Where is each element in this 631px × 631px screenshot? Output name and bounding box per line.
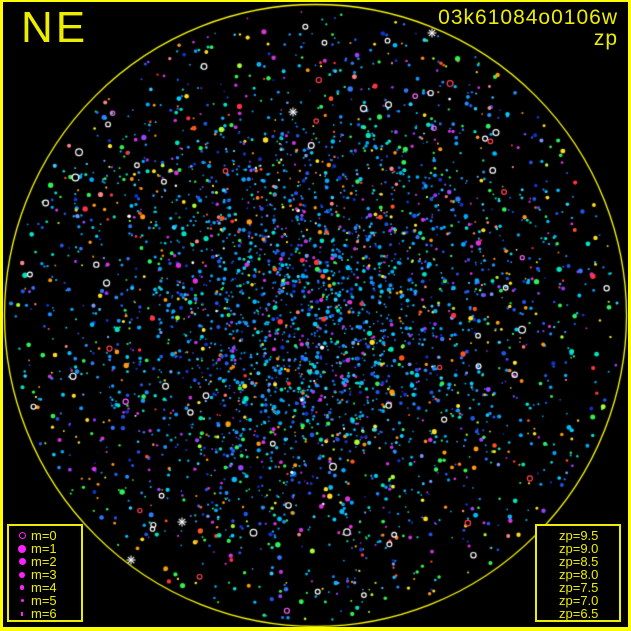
legend-label: zp=6.5	[559, 606, 599, 621]
zeropoint-legend: zp=9.5 zp=9.0 zp=8.5 zp=8.0 zp=7.5 zp=7.0 zp=6…	[535, 524, 621, 622]
legend-item-zp-9-5: zp=9.5	[541, 529, 619, 542]
legend-item-zp-9-0: zp=9.0	[541, 542, 619, 555]
magnitude-legend: m=0 m=1 m=2 m=3 m=4 m=5 m=6	[7, 524, 83, 622]
legend-label: zp=9.0	[559, 541, 599, 556]
dot-marker-icon	[13, 544, 31, 553]
legend-label: zp=8.0	[559, 567, 599, 582]
legend-label: zp=9.5	[559, 528, 599, 543]
legend-label: m=3	[31, 567, 57, 582]
legend-item-zp-8-5: zp=8.5	[541, 555, 619, 568]
legend-item-zp-7-5: zp=7.5	[541, 581, 619, 594]
legend-item-zp-6-5: zp=6.5	[541, 607, 619, 620]
legend-label: zp=7.5	[559, 580, 599, 595]
legend-label: m=6	[31, 606, 57, 621]
legend-item-m-4: m=4	[13, 581, 81, 594]
legend-item-m-1: m=1	[13, 542, 81, 555]
legend-label: m=1	[31, 541, 57, 556]
legend-item-m-3: m=3	[13, 568, 81, 581]
legend-item-m-5: m=5	[13, 594, 81, 607]
legend-item-m-6: m=6	[13, 607, 81, 620]
legend-label: m=5	[31, 593, 57, 608]
open-circle-marker-icon	[13, 532, 31, 539]
dot-marker-icon	[13, 611, 31, 616]
legend-label: zp=8.5	[559, 554, 599, 569]
legend-label: m=2	[31, 554, 57, 569]
legend-item-m-0: m=0	[13, 529, 81, 542]
dot-marker-icon	[13, 571, 31, 578]
title-block: 03k61084o0106w zp	[438, 7, 618, 49]
legend-label: m=4	[31, 580, 57, 595]
dot-marker-icon	[13, 585, 31, 590]
dot-marker-icon	[13, 599, 31, 602]
legend-item-zp-7-0: zp=7.0	[541, 594, 619, 607]
colorbar-label: zp	[593, 27, 618, 50]
orientation-label: NE	[21, 3, 89, 52]
legend-label: m=0	[31, 528, 57, 543]
legend-item-zp-8-0: zp=8.0	[541, 568, 619, 581]
plot-title: 03k61084o0106w	[438, 6, 618, 29]
legend-label: zp=7.0	[559, 593, 599, 608]
dot-marker-icon	[13, 558, 31, 565]
legend-item-m-2: m=2	[13, 555, 81, 568]
